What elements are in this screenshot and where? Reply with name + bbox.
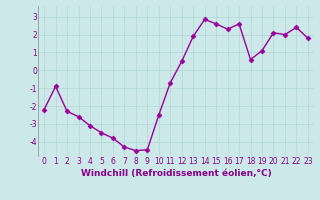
X-axis label: Windchill (Refroidissement éolien,°C): Windchill (Refroidissement éolien,°C) <box>81 169 271 178</box>
